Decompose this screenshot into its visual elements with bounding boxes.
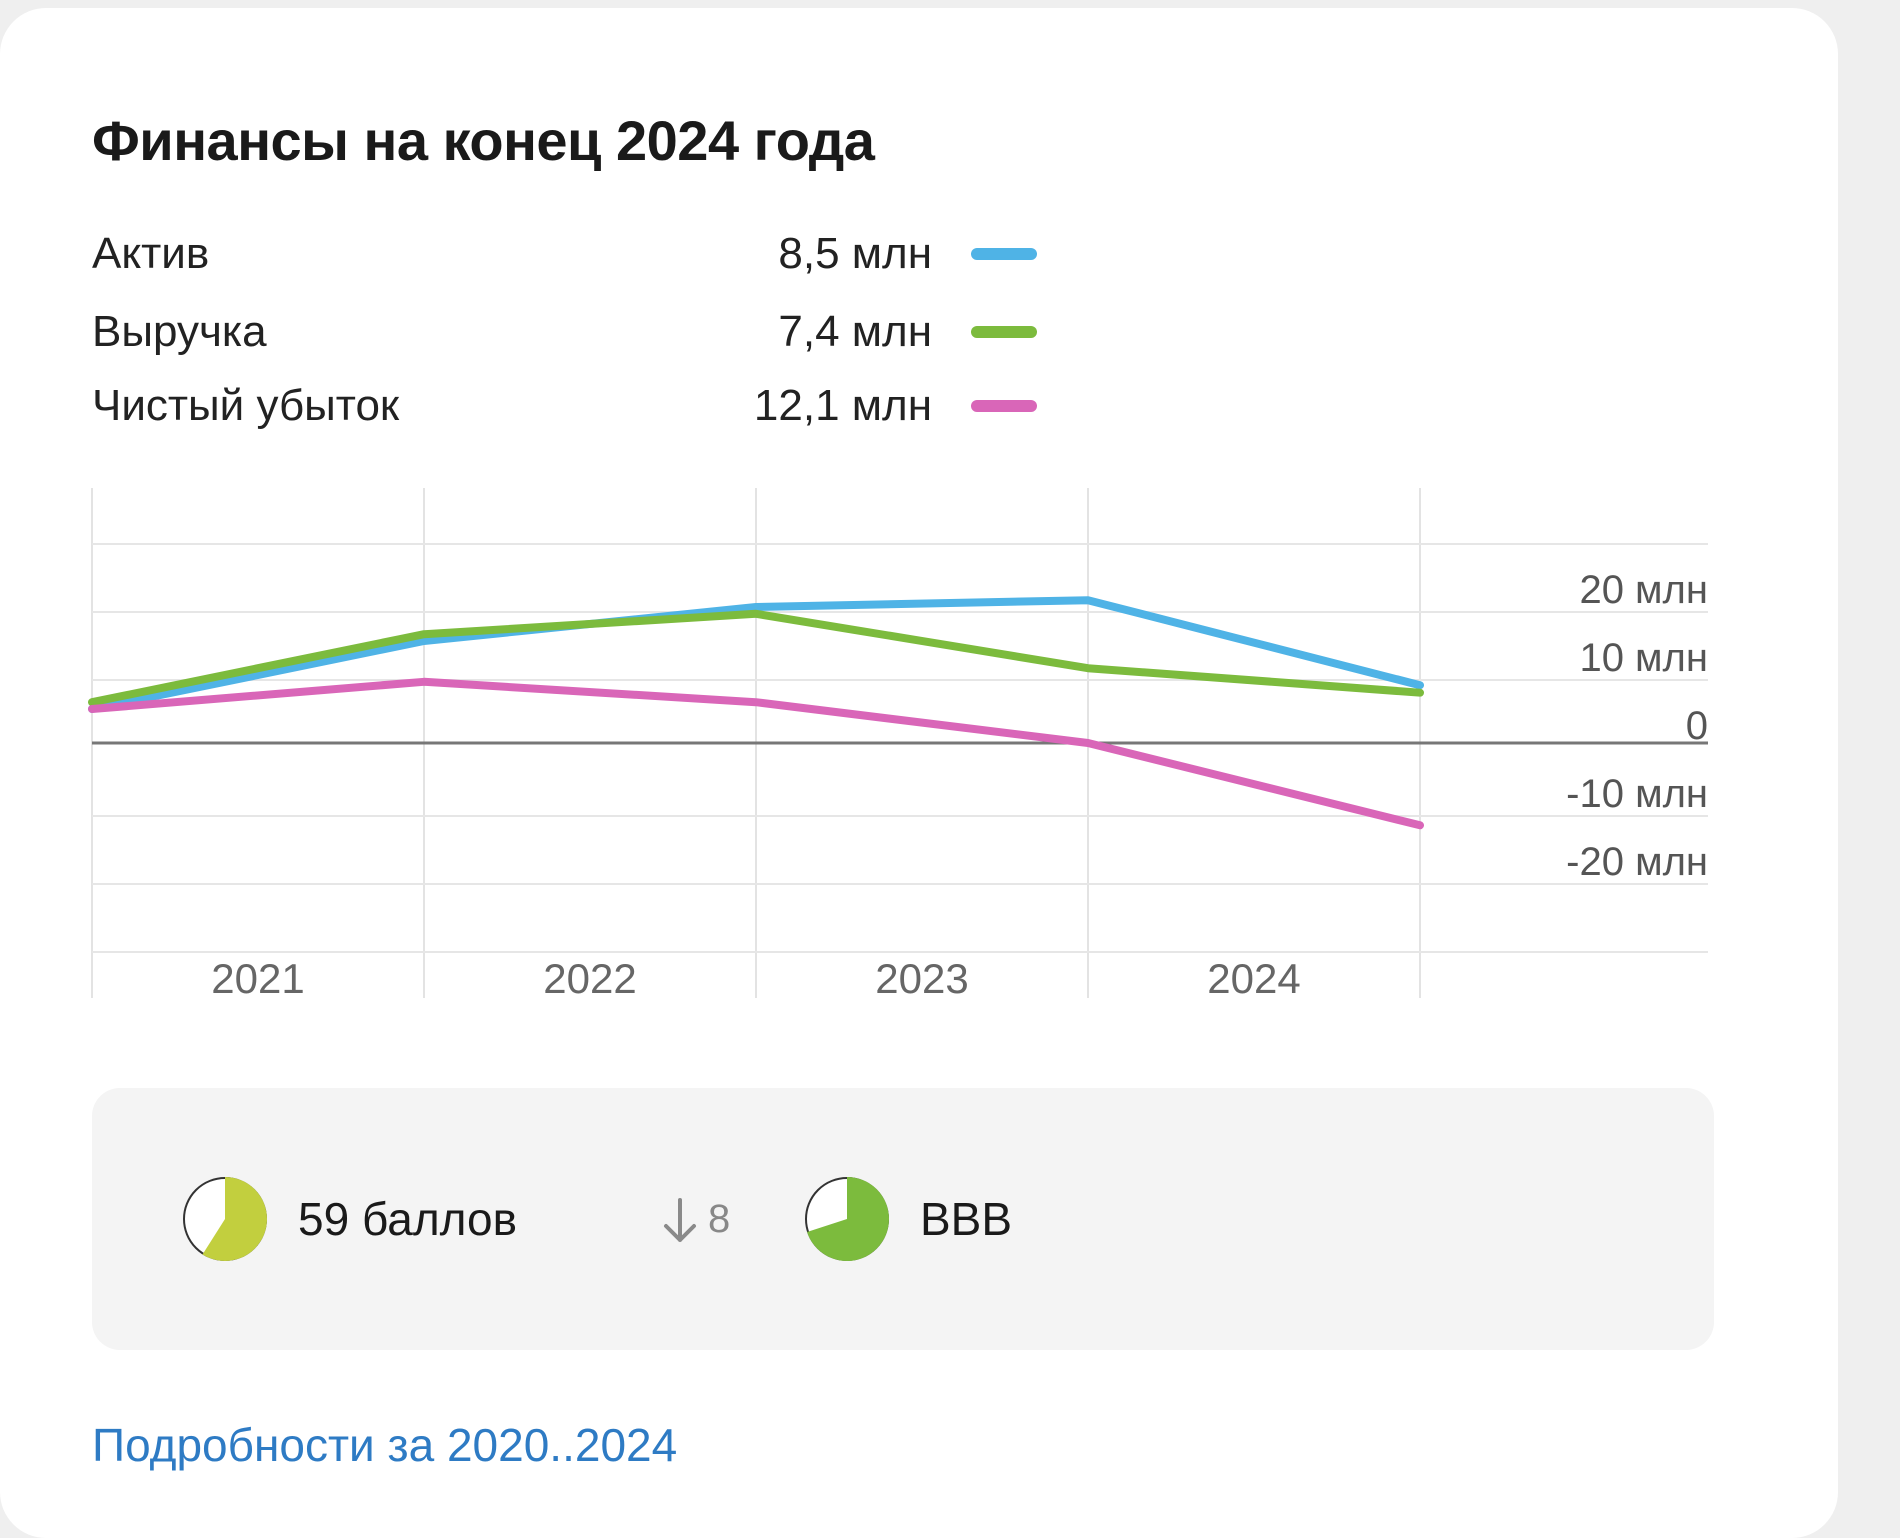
x-tick-label: 2024 <box>1207 955 1300 1002</box>
card-title: Финансы на конец 2024 года <box>92 109 875 172</box>
legend-label: Чистый убыток <box>92 381 400 430</box>
score-label: 59 баллов <box>298 1193 518 1245</box>
series-line-2 <box>88 677 1424 830</box>
legend-value: 8,5 млн <box>778 229 932 278</box>
x-tick-label: 2022 <box>543 955 636 1002</box>
rating-panel: 59 баллов 8 BBB <box>92 1088 1714 1350</box>
legend-value: 12,1 млн <box>753 381 932 430</box>
score-pie-icon <box>183 1177 267 1261</box>
grade-label: BBB <box>920 1193 1013 1245</box>
legend-label: Выручка <box>92 307 267 356</box>
y-tick-label: 0 <box>1686 704 1708 748</box>
series-line-1 <box>88 609 1424 707</box>
legend-item-assets: Актив 8,5 млн <box>92 224 1052 284</box>
legend-swatch <box>971 326 1037 338</box>
series-line-0 <box>88 596 1424 713</box>
grade-pie-icon <box>805 1177 889 1261</box>
details-link[interactable]: Подробности за 2020..2024 <box>92 1419 678 1471</box>
y-tick-label: -20 млн <box>1566 840 1708 884</box>
score-delta: 8 <box>658 1174 730 1264</box>
legend-swatch <box>971 400 1037 412</box>
legend-label: Актив <box>92 229 210 278</box>
x-tick-label: 2021 <box>211 955 304 1002</box>
legend-item-net-loss: Чистый убыток 12,1 млн <box>92 376 1052 436</box>
legend-value: 7,4 млн <box>778 307 932 356</box>
finance-line-chart: 20 млн 10 млн 0 -10 млн -20 млн 2021 2022 2023 2… <box>88 488 1708 1002</box>
arrow-down-icon <box>664 1198 696 1243</box>
score-rating[interactable]: 59 баллов 8 <box>180 1174 730 1264</box>
y-tick-label: 20 млн <box>1579 568 1708 612</box>
pie-fill <box>807 1177 889 1261</box>
y-tick-label: 10 млн <box>1579 636 1708 680</box>
x-tick-label: 2023 <box>875 955 968 1002</box>
legend-item-revenue: Выручка 7,4 млн <box>92 302 1052 362</box>
y-tick-label: -10 млн <box>1566 772 1708 816</box>
finance-card: Финансы на конец 2024 года Актив 8,5 млн… <box>0 8 1838 1538</box>
pie-fill <box>202 1177 267 1261</box>
score-delta-value: 8 <box>708 1197 731 1241</box>
credit-grade[interactable]: BBB <box>802 1174 1122 1264</box>
legend-swatch <box>971 248 1037 260</box>
